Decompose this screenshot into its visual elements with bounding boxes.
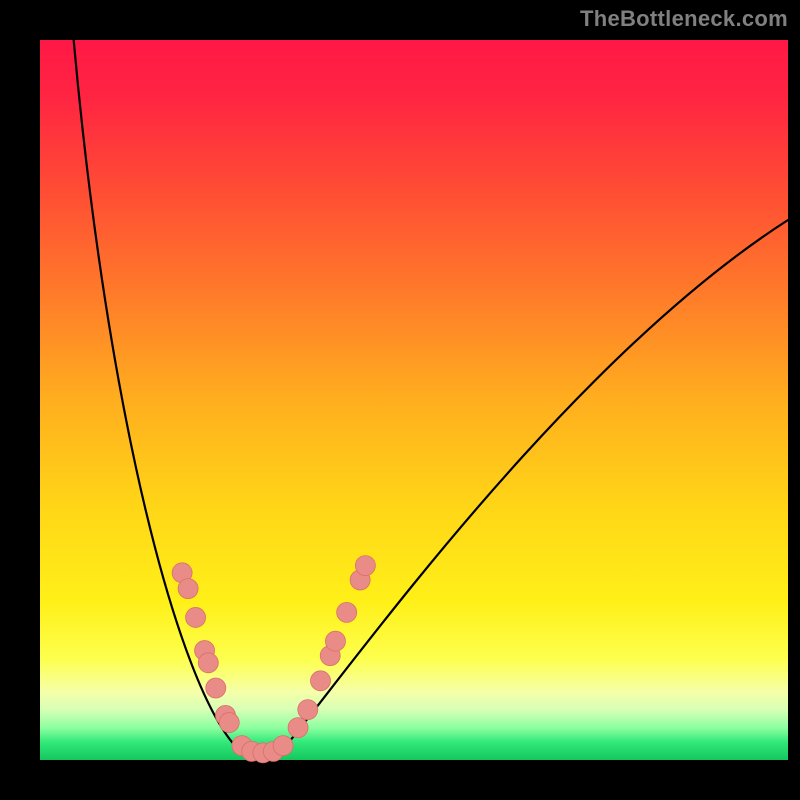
data-marker — [178, 579, 198, 599]
data-marker — [186, 607, 206, 627]
data-marker — [325, 631, 345, 651]
data-marker — [355, 556, 375, 576]
chart-svg — [0, 0, 800, 800]
data-marker — [206, 678, 226, 698]
chart-container: TheBottleneck.com — [0, 0, 800, 800]
data-marker — [273, 736, 293, 756]
gradient-background — [40, 40, 788, 760]
data-marker — [311, 671, 331, 691]
data-marker — [298, 700, 318, 720]
data-marker — [337, 602, 357, 622]
watermark-text: TheBottleneck.com — [580, 6, 788, 32]
data-marker — [288, 718, 308, 738]
data-marker — [219, 713, 239, 733]
data-marker — [198, 653, 218, 673]
